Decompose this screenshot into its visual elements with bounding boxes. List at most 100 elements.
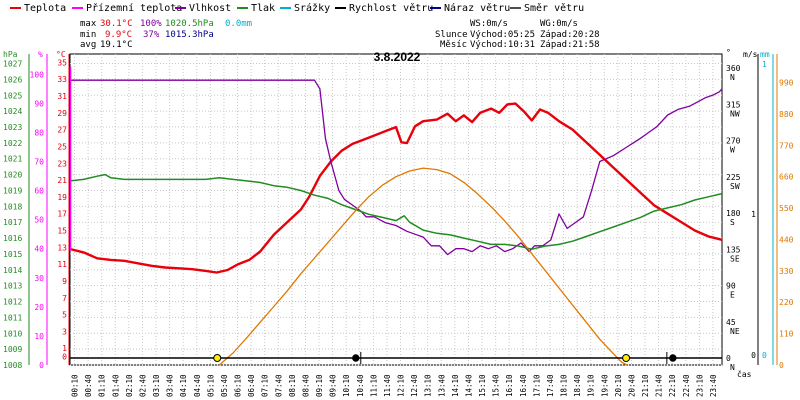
humidity-tick-label: 10 [34, 332, 44, 341]
legend-item-ground-temp: Přízemní teplota [72, 3, 182, 14]
humidity-tick-label: 100 [30, 70, 45, 79]
x-tick-label: 09:40 [329, 374, 338, 397]
humidity-axis-title: % [38, 50, 43, 59]
pressure-tick-label: 1009 [3, 345, 22, 354]
pressure-tick-label: 1020 [3, 171, 22, 180]
x-tick-label: 02:10 [125, 374, 134, 397]
legend-label: Srážky [294, 3, 331, 14]
direction-name-label: SW [730, 182, 740, 191]
x-tick-label: 08:10 [288, 374, 297, 397]
x-tick-label: 23:40 [709, 374, 718, 397]
x-tick-label: 09:10 [315, 374, 324, 397]
temperature-tick-label: 15 [57, 227, 67, 236]
x-tick-label: 14:40 [464, 374, 473, 397]
solar-tick-label: 0 [779, 361, 784, 370]
humidity-tick-label: 40 [34, 245, 44, 254]
direction-name-label: W [730, 146, 735, 155]
solar-tick-label: 990 [779, 79, 794, 88]
pressure-tick-label: 1017 [3, 218, 22, 227]
x-tick-label: 23:10 [695, 374, 704, 397]
legend-item-temp: Teplota [10, 3, 66, 14]
chart-axes: 00:10 00:40 01:10 01:40 02:10 02:40 03:10 03:40… [3, 48, 794, 397]
direction-name-label: N [730, 73, 735, 82]
stat-sun-label: Slunce [435, 30, 468, 40]
direction-tick-label: 45 [726, 318, 736, 327]
x-tick-label: 00:40 [84, 374, 93, 397]
x-tick-label: 18:40 [573, 374, 582, 397]
humidity-tick-label: 30 [34, 274, 44, 283]
legend-item-wind-dir: Směr větru [510, 3, 584, 14]
x-tick-label: 10:10 [342, 374, 351, 397]
legend-swatch [237, 7, 248, 9]
wind-tick-label: 0 [751, 351, 756, 360]
x-tick-label: 20:40 [627, 374, 636, 397]
plot-frame [69, 53, 723, 366]
x-tick-label: 12:40 [410, 374, 419, 397]
solar-tick-label: 110 [779, 330, 794, 339]
stat-moon-label: Měsíc [440, 40, 468, 50]
solar-tick-label: 440 [779, 235, 794, 244]
temperature-tick-label: 29 [57, 109, 67, 118]
stat-min-hum: 37% [143, 30, 160, 40]
temperature-tick-label: 17 [57, 210, 67, 219]
chart-grid [69, 53, 723, 366]
moonset-marker [669, 354, 677, 362]
x-tick-label: 10:40 [356, 374, 365, 397]
direction-name-label: S [730, 218, 735, 227]
x-tick-label: 16:40 [519, 374, 528, 397]
temperature-tick-label: 27 [57, 126, 67, 135]
direction-tick-label: 225 [726, 173, 741, 182]
legend-item-humidity: Vlhkost [175, 3, 231, 14]
stat-moon-set: Západ:21:58 [540, 40, 600, 50]
x-tick-label: 22:10 [668, 374, 677, 397]
solar-tick-label: 550 [779, 204, 794, 213]
stat-moon-rise: Východ:10:31 [470, 40, 536, 50]
humidity-tick-label: 90 [34, 99, 44, 108]
x-tick-label: 22:40 [682, 374, 691, 397]
pressure-tick-label: 1015 [3, 250, 22, 259]
pressure-tick-label: 1016 [3, 234, 22, 243]
wind-tick-label: 1 [751, 210, 756, 219]
x-tick-label: 06:40 [247, 374, 256, 397]
x-tick-label: 16:10 [505, 374, 514, 397]
x-tick-label: 15:10 [478, 374, 487, 397]
direction-tick-label: 90 [726, 282, 736, 291]
stat-max-rain: 0.0mm [225, 19, 253, 29]
legend-label: Směr větru [524, 3, 585, 14]
x-tick-label: 06:10 [234, 374, 243, 397]
x-tick-label: 05:10 [206, 374, 215, 397]
x-tick-label: 03:10 [152, 374, 161, 397]
humidity-tick-label: 70 [34, 158, 44, 167]
stat-max-label: max [80, 19, 97, 29]
pressure-tick-label: 1021 [3, 155, 22, 164]
solar-tick-label: 880 [779, 110, 794, 119]
x-tick-label: 01:10 [98, 374, 107, 397]
humidity-tick-label: 20 [34, 303, 44, 312]
rain-tick-label: 0 [762, 351, 767, 360]
chart-series [69, 66, 723, 366]
temperature-tick-label: 5 [62, 311, 67, 320]
temperature-tick-label: 13 [57, 243, 67, 252]
pressure-axis-title: hPa [3, 50, 18, 59]
x-tick-label: 18:10 [560, 374, 569, 397]
solar-tick-label: 660 [779, 173, 794, 182]
legend-swatch [10, 7, 21, 9]
legend-label: Teplota [24, 3, 67, 14]
direction-tick-label: 0 [726, 354, 731, 363]
temperature-tick-label: 0 [62, 353, 67, 362]
x-tick-label: 11:10 [369, 374, 378, 397]
x-tick-label: 05:40 [220, 374, 229, 397]
series-line-tlak [69, 173, 723, 250]
x-tick-label: 15:40 [492, 374, 501, 397]
pressure-tick-label: 1011 [3, 313, 22, 322]
pressure-tick-label: 1012 [3, 298, 22, 307]
legend-label: Náraz větru [444, 3, 511, 14]
direction-tick-label: 180 [726, 209, 741, 218]
x-tick-label: 04:10 [179, 374, 188, 397]
x-tick-label: 19:10 [587, 374, 596, 397]
x-tick-label: 20:10 [614, 374, 623, 397]
stat-max-hum: 100% [140, 19, 162, 29]
x-tick-label: 13:40 [437, 374, 446, 397]
x-tick-label: 04:40 [193, 374, 202, 397]
